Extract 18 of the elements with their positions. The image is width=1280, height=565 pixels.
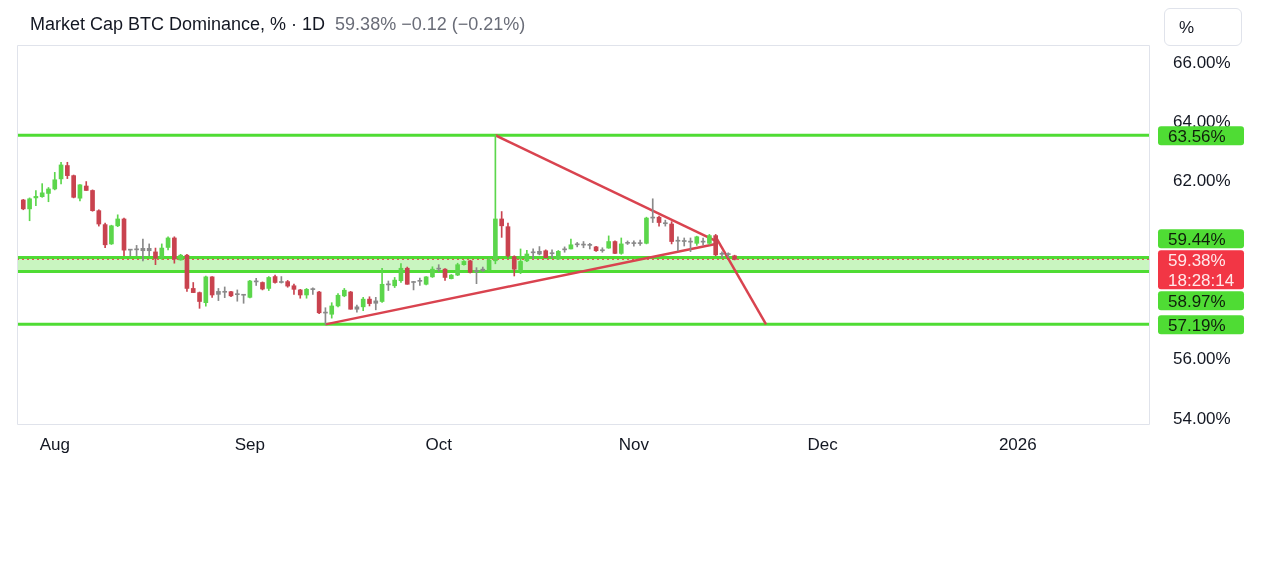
x-tick-label: Nov (618, 434, 650, 454)
text: 18:28:14 (1168, 271, 1235, 291)
chart-subtitle: 59.38% −0.12 (−0.21%) (335, 14, 526, 34)
y-tick-label: 54.00% (1173, 408, 1231, 428)
ref-line-label: 59.38% (1168, 251, 1226, 271)
y-tick-label: 66.00% (1173, 52, 1231, 72)
ref-line-label: 57.19% (1168, 316, 1226, 336)
y-axis-title: % (1164, 8, 1242, 46)
y-tick-label: 62.00% (1173, 171, 1231, 191)
x-tick-label: Dec (807, 434, 839, 454)
x-tick-label: Sep (234, 434, 266, 454)
x-tick-label: 2026 (998, 434, 1037, 454)
x-tick-label: Aug (39, 434, 70, 454)
ref-line-label: 59.44% (1168, 230, 1226, 250)
x-tick-label: Oct (425, 434, 453, 454)
ref-line-label: 58.97% (1168, 292, 1226, 312)
y-tick-label: 56.00% (1173, 349, 1231, 369)
chart-title: Market Cap BTC Dominance, % · 1D (30, 14, 326, 34)
